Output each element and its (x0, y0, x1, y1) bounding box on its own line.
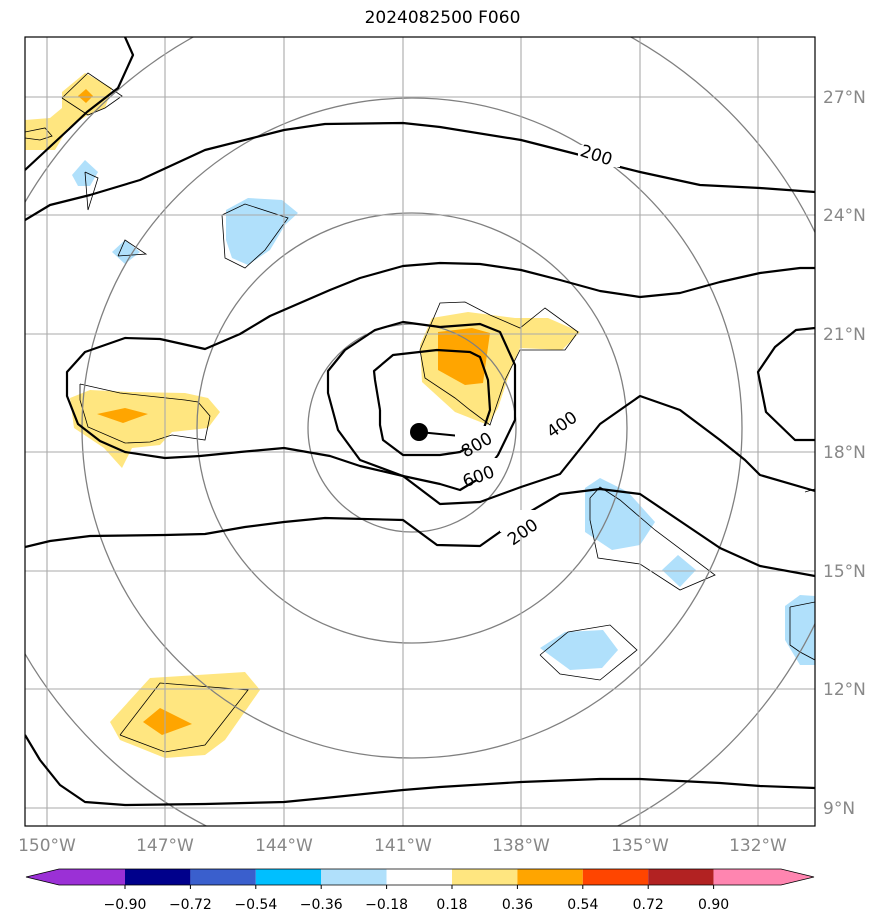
thin-contour (789, 601, 815, 661)
contour-line (65, 261, 815, 506)
colorbar-segment (713, 869, 781, 885)
thin-contour (79, 383, 211, 444)
colorbar-tick-label: 0.36 (502, 897, 533, 913)
latitude-axis: 27°N 24°N 21°N 18°N 15°N 12°N 9°N (823, 88, 866, 819)
colorbar-segment (125, 869, 191, 885)
colorbar-outline (25, 868, 815, 886)
map-border (24, 36, 816, 827)
colorbar-segment (190, 869, 256, 885)
lon-tick-label: 138°W (492, 836, 550, 856)
positive-anomaly-core (78, 89, 93, 103)
negative-anomaly-region (785, 595, 815, 665)
thin-contours (25, 72, 815, 753)
contour-line (25, 734, 815, 807)
colorbar-segment (582, 869, 649, 885)
lat-tick-label: 24°N (823, 206, 866, 226)
colorbar-tick-label: 0.18 (436, 897, 467, 913)
colorbar-segment (452, 869, 518, 885)
lat-tick-label: 9°N (823, 799, 855, 819)
gridlines (25, 37, 815, 826)
thick-contours (25, 37, 815, 807)
colorbar-segment (255, 869, 322, 885)
range-ring (196, 212, 628, 644)
contour-line (25, 37, 135, 171)
lat-tick-label: 12°N (823, 680, 866, 700)
lon-tick-label: 141°W (374, 836, 432, 856)
lat-tick-label: 27°N (823, 88, 866, 108)
contour-line (25, 487, 815, 578)
positive-anomaly-region (70, 390, 220, 468)
longitude-axis: 150°W 147°W 144°W 141°W 138°W 135°W 132°… (18, 836, 787, 856)
colorbar-tick-label: −0.90 (104, 897, 147, 913)
colorbar: −0.90 −0.72 −0.54 −0.36 −0.18 0.18 0.36 0.54 0.7… (25, 868, 815, 913)
positive-anomaly-region (110, 672, 260, 758)
thin-contour (539, 624, 638, 681)
lon-tick-label: 147°W (136, 836, 194, 856)
lon-tick-label: 135°W (611, 836, 669, 856)
colorbar-segment (648, 869, 714, 885)
colorbar-segment (59, 869, 125, 885)
contour-line (372, 348, 492, 457)
positive-anomaly-core (97, 408, 148, 423)
colorbar-tick-label: 0.72 (633, 897, 664, 913)
negative-anomaly-region (112, 240, 140, 264)
positive-anomaly-core (143, 708, 192, 735)
lat-tick-label: 18°N (823, 443, 866, 463)
contour-line (25, 121, 815, 221)
contour-line (756, 326, 815, 442)
thin-contour (119, 682, 249, 753)
colorbar-tick-label: −0.36 (300, 897, 343, 913)
lon-tick-label: 150°W (18, 836, 76, 856)
colorbar-tick-label: −0.18 (365, 897, 408, 913)
thin-contour (25, 127, 53, 141)
thin-contour (419, 301, 579, 426)
lat-tick-label: 21°N (823, 325, 866, 345)
negative-anomaly-region (585, 478, 655, 550)
map-layers (25, 37, 815, 826)
lon-tick-label: 132°W (729, 836, 787, 856)
colorbar-segment (517, 869, 583, 885)
colorbar-extend-max (781, 869, 814, 885)
colorbar-tick-label: −0.54 (234, 897, 277, 913)
colorbar-segment (386, 869, 452, 885)
anomaly-fills (25, 73, 815, 758)
lon-tick-label: 144°W (255, 836, 313, 856)
negative-anomaly-region (540, 630, 618, 670)
storm-track-segment (418, 431, 461, 437)
thin-contour (221, 203, 289, 269)
colorbar-tick-label: 0.90 (698, 897, 729, 913)
colorbar-extend-min (26, 869, 59, 885)
colorbar-tick-label: 0.54 (567, 897, 598, 913)
colorbar-segment (321, 869, 387, 885)
colorbar-tick-label: −0.72 (169, 897, 212, 913)
thin-contour (589, 486, 716, 591)
thin-contour (61, 72, 123, 116)
contour-line (326, 320, 517, 492)
lat-tick-label: 15°N (823, 562, 866, 582)
positive-anomaly-core (438, 328, 490, 385)
map-title: 2024082500 F060 (364, 8, 521, 28)
